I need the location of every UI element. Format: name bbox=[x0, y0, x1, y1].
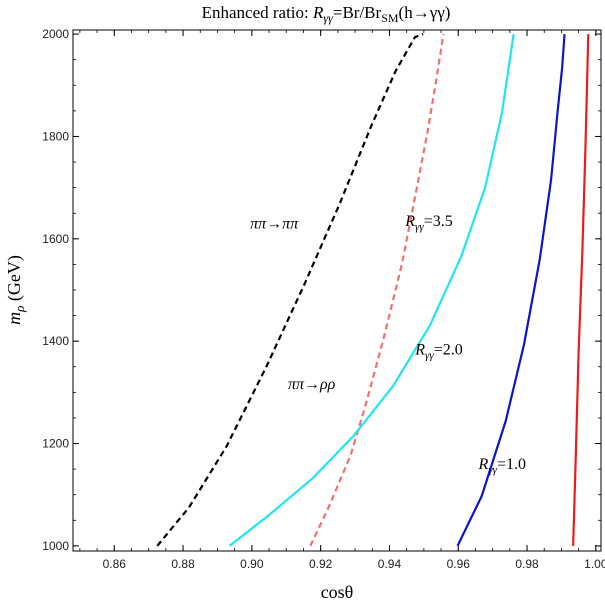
y-tick-label: 1200 bbox=[42, 437, 69, 451]
y-axis-label-unit: (GeV) bbox=[4, 255, 25, 305]
y-tick-label: 1000 bbox=[42, 539, 69, 553]
annotation-r10: Rγγ=1.0 bbox=[478, 456, 526, 476]
x-tick-label: 1.00 bbox=[584, 557, 605, 571]
chart-title-subscript: γγ bbox=[323, 11, 333, 25]
y-axis-label-subscript: ρ bbox=[12, 306, 27, 313]
chart-title-prefix: Enhanced ratio: bbox=[202, 3, 313, 22]
annotation-value: =2.0 bbox=[434, 341, 463, 358]
y-tick-label: 1400 bbox=[42, 334, 69, 348]
annotation-pipi-pipi: ππ→ππ bbox=[250, 216, 299, 233]
curve-annotations: ππ→ππ ππ→ρρ Rγγ=3.5 Rγγ=2.0 Rγγ=1.0 bbox=[250, 213, 526, 476]
curve-r-1.0 bbox=[573, 34, 588, 546]
annotation-symbol: R bbox=[478, 456, 489, 473]
x-tick-label: 0.86 bbox=[103, 557, 127, 571]
chart-title-suffix: (h→γγ) bbox=[399, 3, 451, 22]
curve-r-3.5 bbox=[230, 34, 514, 546]
annotation-value: =3.5 bbox=[424, 213, 453, 230]
x-tick-label: 0.96 bbox=[447, 557, 471, 571]
annotation-r20: Rγγ=2.0 bbox=[414, 341, 462, 361]
x-tick-label: 0.88 bbox=[171, 557, 195, 571]
chart-title-mid: =Br/Br bbox=[333, 3, 382, 22]
y-tick-label: 1800 bbox=[42, 129, 69, 143]
x-tick-label: 0.94 bbox=[378, 557, 402, 571]
curve-pipi-pipi bbox=[157, 34, 423, 546]
y-tick-label: 1600 bbox=[42, 232, 69, 246]
y-axis-label-symbol: m bbox=[4, 312, 24, 325]
annotation-pipi-rhorho: ππ→ρρ bbox=[288, 376, 336, 393]
x-tick-label: 0.90 bbox=[240, 557, 264, 571]
chart-title: Enhanced ratio: Rγγ=Br/BrSM(h→γγ) bbox=[202, 3, 451, 25]
x-tick-label: 0.92 bbox=[309, 557, 333, 571]
annotation-symbol: R bbox=[414, 341, 425, 358]
axis-ticks: 0.86 0.88 0.90 0.92 0.94 0.96 0.98 1.00 1000 1200… bbox=[42, 27, 605, 571]
y-axis-label: mρ (GeV) bbox=[4, 255, 27, 325]
annotation-symbol: R bbox=[404, 213, 415, 230]
curve-pipi-rhorho bbox=[310, 34, 443, 546]
x-axis-label: cosθ bbox=[321, 582, 354, 602]
annotation-r35: Rγγ=3.5 bbox=[404, 213, 452, 233]
x-tick-label: 0.98 bbox=[515, 557, 539, 571]
chart-title-symbol: R bbox=[312, 3, 324, 22]
annotation-value: =1.0 bbox=[497, 456, 526, 473]
y-tick-label: 2000 bbox=[42, 27, 69, 41]
chart-title-subscript-sm: SM bbox=[381, 11, 399, 25]
